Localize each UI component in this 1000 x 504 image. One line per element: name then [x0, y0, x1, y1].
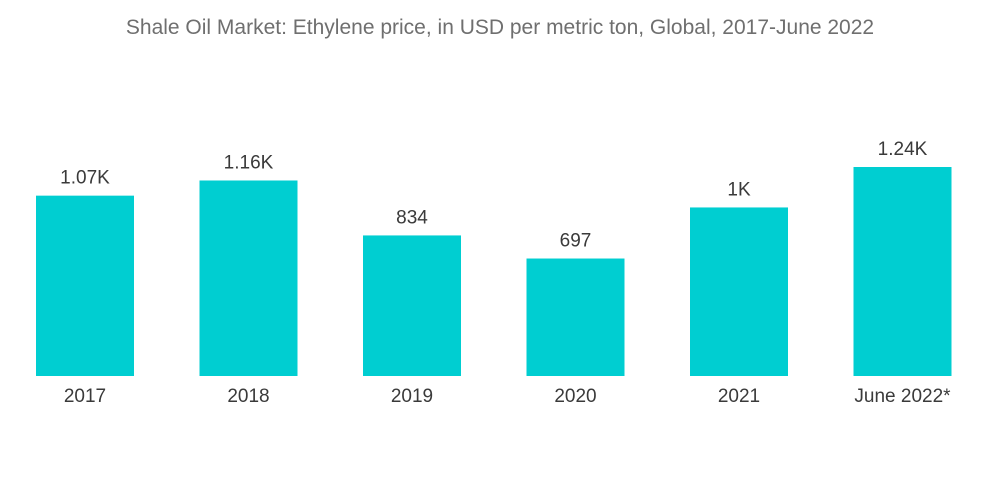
x-tick-label: 2020 — [554, 386, 596, 407]
bar-2018 — [199, 180, 298, 376]
bar-june-2022- — [853, 167, 952, 376]
bar-2020 — [526, 258, 625, 376]
bar-2017 — [36, 195, 134, 376]
x-tick-label: 2021 — [718, 386, 760, 407]
bar-2021 — [690, 207, 788, 376]
value-label: 1.24K — [878, 139, 928, 160]
x-tick-label: 2017 — [64, 386, 106, 407]
value-label: 834 — [396, 207, 428, 228]
bars-group — [36, 167, 952, 376]
x-tick-label: 2018 — [227, 386, 269, 407]
value-label: 1K — [727, 179, 751, 200]
x-tick-label: June 2022* — [854, 386, 951, 407]
value-labels-group: 1.07K 1.16K 834 697 1K 1.24K — [60, 139, 927, 252]
x-tick-label: 2019 — [391, 386, 433, 407]
bar-2019 — [363, 235, 461, 376]
value-label: 1.07K — [60, 168, 110, 189]
value-label: 1.16K — [224, 152, 274, 173]
value-label: 697 — [560, 231, 592, 252]
chart-title: Shale Oil Market: Ethylene price, in USD… — [125, 16, 875, 39]
x-tick-labels-group: 2017 2018 2019 2020 2021 June 2022* — [64, 386, 951, 407]
